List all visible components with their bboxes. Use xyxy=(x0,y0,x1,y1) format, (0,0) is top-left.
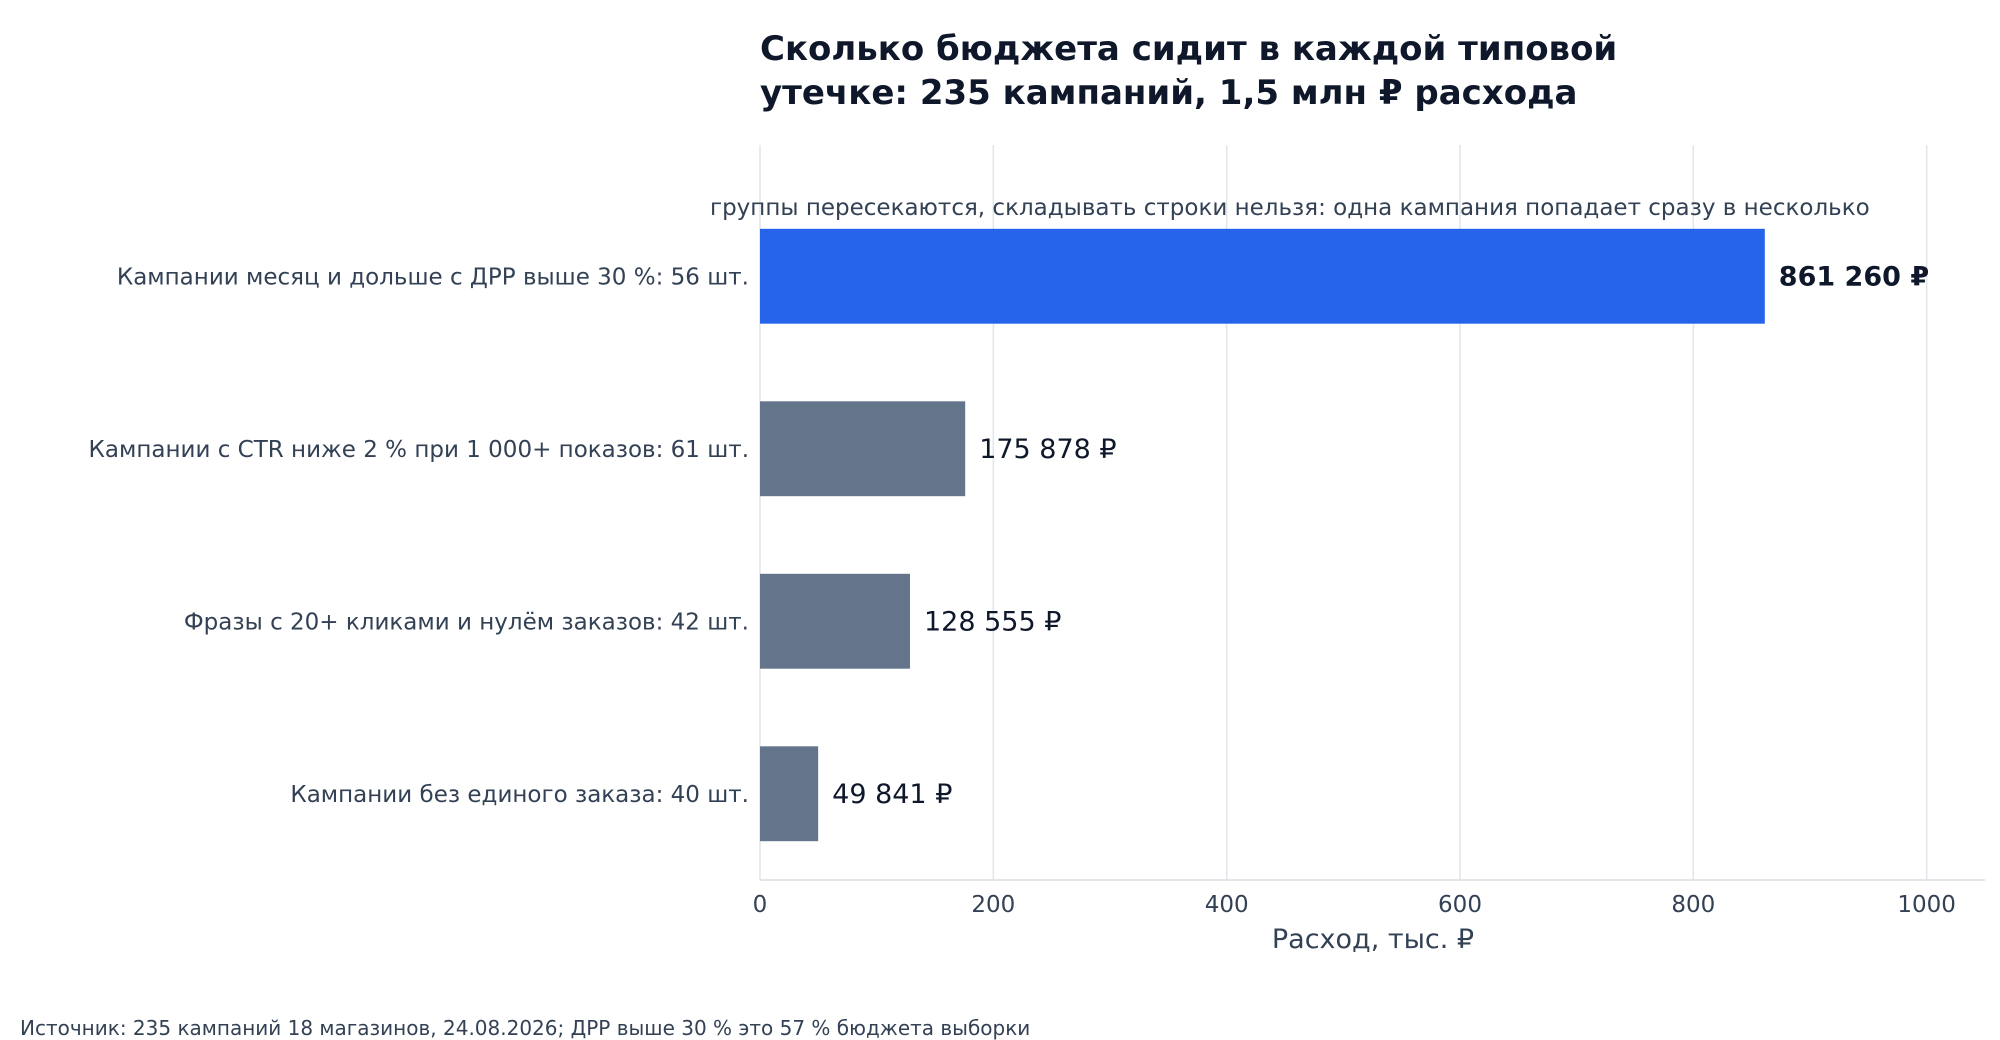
x-tick-label-0: 0 xyxy=(753,892,768,918)
bars xyxy=(760,228,1765,842)
value-labels: 861 260 ₽ 175 878 ₽ 128 555 ₽ 49 841 ₽ xyxy=(832,261,1929,810)
x-tick-label-200: 200 xyxy=(971,892,1015,918)
bar-2 xyxy=(760,573,910,669)
x-tick-labels: 0 200 400 600 800 1000 xyxy=(753,892,1956,918)
chart-title-line-2: утечке: 235 кампаний, 1,5 млн ₽ расхода xyxy=(760,73,1578,113)
x-axis-title: Расход, тыс. ₽ xyxy=(1272,924,1474,955)
x-tick-label-400: 400 xyxy=(1205,892,1249,918)
chart-title-line-1: Сколько бюджета сидит в каждой типовой xyxy=(760,29,1617,69)
category-label-0: Кампании месяц и дольше с ДРР выше 30 %:… xyxy=(117,264,749,290)
category-label-2: Фразы с 20+ кликами и нулём заказов: 42 … xyxy=(184,609,749,635)
bar-0 xyxy=(760,228,1765,324)
value-label-0: 861 260 ₽ xyxy=(1779,261,1929,292)
bar-1 xyxy=(760,401,966,497)
value-label-1: 175 878 ₽ xyxy=(979,434,1116,465)
category-labels: Кампании месяц и дольше с ДРР выше 30 %:… xyxy=(89,264,749,808)
category-label-3: Кампании без единого заказа: 40 шт. xyxy=(290,782,749,808)
bar-3 xyxy=(760,746,819,842)
x-tick-label-600: 600 xyxy=(1438,892,1482,918)
category-label-1: Кампании с CTR ниже 2 % при 1 000+ показ… xyxy=(89,437,749,463)
x-tick-label-1000: 1000 xyxy=(1897,892,1956,918)
value-label-3: 49 841 ₽ xyxy=(832,779,952,810)
source-note: Источник: 235 кампаний 18 магазинов, 24.… xyxy=(20,1016,1030,1040)
chart-note: группы пересекаются, складывать строки н… xyxy=(710,195,1870,221)
value-label-2: 128 555 ₽ xyxy=(924,606,1061,637)
x-tick-label-800: 800 xyxy=(1671,892,1715,918)
